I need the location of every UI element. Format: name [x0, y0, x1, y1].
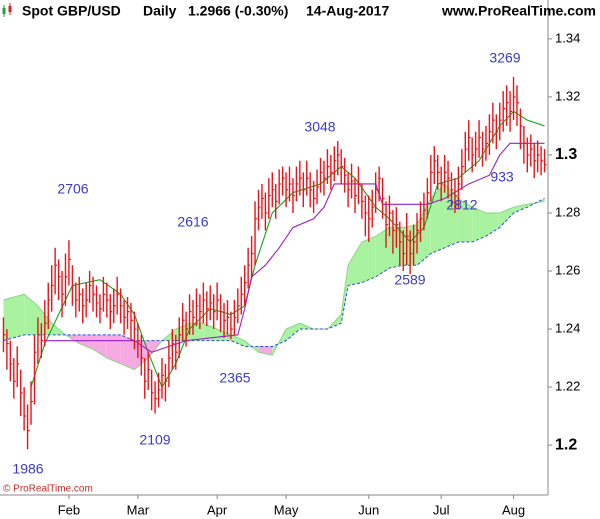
span-b: [3, 198, 545, 347]
source: www.ProRealTime.com: [441, 3, 596, 19]
cloud-fill: [513, 204, 528, 213]
y-tick-label: 1.32: [555, 88, 580, 103]
annotation: 2616: [177, 214, 208, 230]
cloud-fill: [24, 294, 38, 335]
indicator-line: [44, 142, 545, 353]
y-tick-label: 1.2: [555, 436, 577, 453]
annotation: 3269: [489, 50, 520, 66]
x-tick-label: Apr: [207, 502, 228, 517]
logo: [2, 3, 12, 17]
cloud-fill: [203, 323, 218, 341]
annotation: 3048: [304, 119, 335, 135]
cloud-fill: [120, 334, 135, 370]
date: 14-Aug-2017: [306, 3, 389, 19]
cloud-fill: [361, 236, 376, 283]
cloud-fill: [485, 212, 500, 237]
annotation: 2589: [394, 272, 425, 288]
x-tick-label: Aug: [502, 502, 525, 517]
copyright: © ProRealTime.com: [3, 484, 93, 495]
y-tick-label: 1.3: [555, 146, 577, 163]
cloud-fill: [106, 334, 121, 364]
chart-title: Spot GBP/USD: [22, 3, 121, 19]
y-tick-label: 1.24: [555, 320, 580, 335]
annotation: 933: [490, 169, 514, 185]
x-tick-label: Jul: [433, 502, 450, 517]
cloud-fill: [3, 294, 25, 341]
annotation: 2706: [57, 181, 88, 197]
annotation: 2365: [219, 370, 250, 386]
y-tick-label: 1.28: [555, 204, 580, 219]
cloud-fill: [286, 323, 300, 341]
last-price: 1.2966 (-0.30%): [188, 3, 288, 19]
annotation: 2812: [446, 197, 477, 213]
x-tick-label: Mar: [127, 502, 150, 517]
y-tick-label: 1.26: [555, 262, 580, 277]
x-tick-label: May: [274, 502, 299, 517]
annotation: 1986: [12, 461, 43, 477]
y-tick-label: 1.34: [555, 30, 580, 45]
cloud-fill: [458, 198, 473, 242]
cloud-fill: [472, 207, 486, 242]
cloud-fill: [230, 334, 245, 347]
cloud-fill: [348, 241, 362, 286]
y-tick-label: 1.22: [555, 379, 580, 394]
x-tick-label: Feb: [58, 502, 80, 517]
cloud-fill: [499, 207, 514, 228]
x-tick-label: Jun: [358, 502, 379, 517]
plot-area: [2, 76, 547, 450]
annotation: 2109: [139, 432, 170, 448]
cloud-fill: [79, 334, 94, 350]
period: Daily: [143, 3, 177, 19]
